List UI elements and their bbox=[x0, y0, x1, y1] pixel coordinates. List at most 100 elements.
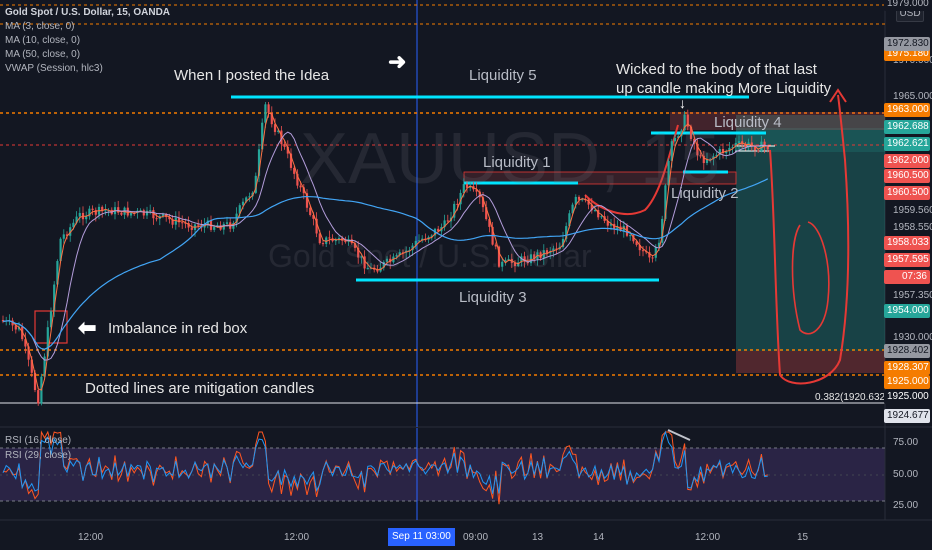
candle-body bbox=[677, 136, 680, 138]
study-vwap[interactable]: VWAP (Session, hlc3) bbox=[5, 63, 103, 74]
candle-body bbox=[101, 206, 104, 211]
candle-body bbox=[696, 143, 699, 156]
candle-body bbox=[117, 207, 120, 213]
candle-body bbox=[725, 151, 728, 154]
candle-body bbox=[318, 233, 321, 244]
candle-body bbox=[520, 256, 523, 263]
candle-body bbox=[37, 390, 40, 404]
candle-body bbox=[680, 130, 683, 137]
price-tick: 1930.000 bbox=[893, 332, 932, 343]
candle-body bbox=[187, 223, 190, 228]
candle-body bbox=[721, 149, 725, 154]
price-axis-label: 1962.688 bbox=[884, 120, 930, 134]
candle-body bbox=[280, 130, 283, 145]
annotation-liquidity-4[interactable]: Liquidity 4 bbox=[714, 114, 782, 131]
candle-body bbox=[734, 142, 737, 147]
candle-body bbox=[501, 261, 504, 267]
annotation-liquidity-3[interactable]: Liquidity 3 bbox=[459, 289, 527, 306]
annotation-posted[interactable]: When I posted the Idea bbox=[174, 67, 330, 84]
annotation-imbalance[interactable]: Imbalance in red box bbox=[108, 320, 248, 337]
moving-average-lines bbox=[2, 112, 769, 391]
candle-body bbox=[417, 240, 421, 242]
candle-body bbox=[561, 238, 565, 247]
candle-body bbox=[337, 238, 341, 240]
candle-body bbox=[267, 104, 270, 114]
candle-body bbox=[705, 159, 709, 164]
time-tick: 14 bbox=[593, 532, 605, 543]
rsi-tick: 50.00 bbox=[893, 469, 919, 480]
candle-body bbox=[88, 208, 91, 217]
rsi-band bbox=[0, 448, 885, 501]
rsi-legend-16[interactable]: RSI (16, close) bbox=[5, 435, 72, 446]
annotation-liquidity-1[interactable]: Liquidity 1 bbox=[483, 154, 551, 171]
time-cursor-label: Sep 11 03:00 bbox=[388, 528, 455, 546]
candle-body bbox=[181, 222, 184, 224]
candle-body bbox=[600, 216, 603, 218]
candle-body bbox=[149, 210, 152, 212]
candle-body bbox=[27, 346, 30, 360]
candle-body bbox=[718, 149, 721, 155]
candle-body bbox=[129, 212, 133, 216]
candle-body bbox=[171, 219, 174, 225]
candle-body bbox=[197, 224, 200, 226]
candle-body bbox=[488, 219, 491, 227]
candle-body bbox=[145, 210, 149, 216]
price-axis-label: 1925.000 bbox=[884, 375, 930, 389]
candle-body bbox=[453, 203, 456, 218]
price-tick: 1958.550 bbox=[893, 222, 932, 233]
rsi-legend-29[interactable]: RSI (29, close) bbox=[5, 450, 72, 461]
liquidity-zone bbox=[670, 112, 885, 130]
candle-body bbox=[155, 218, 158, 220]
candle-body bbox=[606, 220, 609, 226]
candle-body bbox=[238, 205, 241, 214]
candle-body bbox=[715, 154, 718, 157]
time-tick: 15 bbox=[797, 532, 809, 543]
stop-zone bbox=[736, 351, 885, 373]
annotation-liquidity-2[interactable]: Liquidity 2 bbox=[671, 185, 739, 202]
annotation-liquidity-5[interactable]: Liquidity 5 bbox=[469, 67, 537, 84]
candle-body bbox=[190, 227, 193, 230]
study-ma10[interactable]: MA (10, close, 0) bbox=[5, 35, 81, 46]
right-arrow-icon: ➜ bbox=[388, 49, 407, 74]
candle-body bbox=[133, 212, 136, 214]
candle-body bbox=[760, 141, 763, 152]
study-ma3[interactable]: MA (3, close, 0) bbox=[5, 21, 75, 32]
candle-body bbox=[104, 210, 107, 212]
candle-body bbox=[430, 235, 433, 238]
annotation-wicked-2[interactable]: up candle making More Liquidity bbox=[616, 80, 832, 97]
candle-body bbox=[731, 146, 734, 148]
candle-body bbox=[62, 234, 65, 239]
candle-body bbox=[683, 114, 686, 131]
candle-body bbox=[30, 359, 33, 373]
candle-body bbox=[21, 326, 24, 340]
candle-body bbox=[213, 226, 216, 230]
down-arrow-icon: ↓ bbox=[679, 95, 686, 111]
symbol-watermark-name: Gold Spot / U.S. Dollar bbox=[268, 238, 592, 274]
candle-body bbox=[174, 217, 177, 225]
candle-body bbox=[446, 220, 449, 222]
candle-body bbox=[523, 256, 526, 262]
candle-body bbox=[507, 258, 510, 260]
candle-body bbox=[673, 137, 677, 142]
candle-body bbox=[414, 240, 417, 246]
candle-body bbox=[78, 212, 81, 217]
left-arrow-icon: ⬅ bbox=[78, 315, 97, 340]
candle-body bbox=[328, 237, 331, 239]
candle-body bbox=[357, 247, 360, 258]
candle-body bbox=[91, 208, 94, 211]
study-ma50[interactable]: MA (50, close, 0) bbox=[5, 49, 81, 60]
candle-body bbox=[712, 156, 715, 160]
annotation-wicked-1[interactable]: Wicked to the body of that last bbox=[616, 61, 817, 78]
candle-body bbox=[443, 220, 446, 228]
candle-body bbox=[651, 257, 654, 259]
candle-body bbox=[475, 189, 478, 192]
candle-body bbox=[120, 212, 123, 215]
candle-body bbox=[398, 252, 401, 256]
candle-body bbox=[33, 372, 37, 391]
symbol-title[interactable]: Gold Spot / U.S. Dollar, 15, OANDA bbox=[5, 7, 171, 18]
candle-body bbox=[670, 141, 673, 161]
annotation-dotted[interactable]: Dotted lines are mitigation candles bbox=[85, 380, 315, 397]
price-axis-label: 1928.307 bbox=[884, 361, 930, 375]
freehand-drawing bbox=[769, 94, 850, 385]
